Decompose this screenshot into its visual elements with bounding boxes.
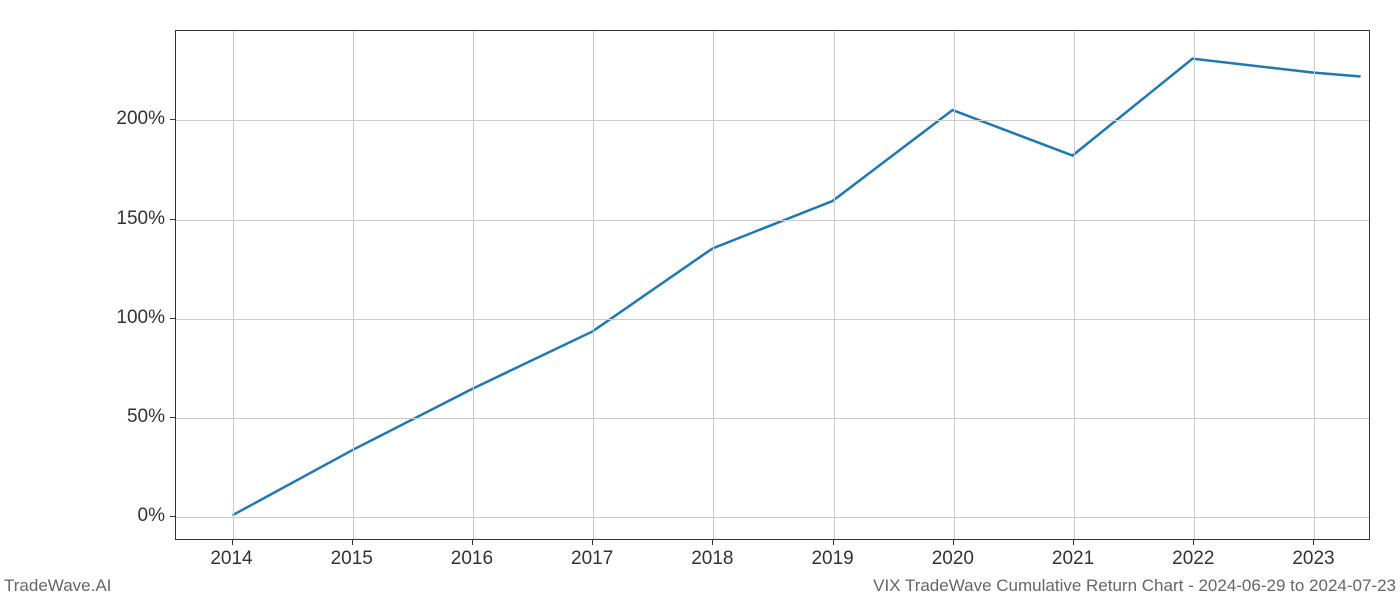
grid-line-vertical [233,31,234,539]
x-axis-tick-label: 2022 [1172,548,1214,570]
x-axis-tick-label: 2018 [691,548,733,570]
y-axis-tick-label: 0% [138,505,165,527]
x-axis-tick-mark [712,540,713,545]
x-axis-tick-mark [472,540,473,545]
x-axis-tick-label: 2020 [932,548,974,570]
x-axis-tick-mark [833,540,834,545]
x-axis-tick-mark [352,540,353,545]
y-axis-tick-label: 200% [116,108,165,130]
y-axis-tick-mark [170,119,175,120]
grid-line-horizontal [176,418,1369,419]
grid-line-vertical [834,31,835,539]
grid-line-vertical [1074,31,1075,539]
grid-line-horizontal [176,120,1369,121]
x-axis-tick-label: 2017 [571,548,613,570]
grid-line-vertical [353,31,354,539]
x-axis-tick-mark [953,540,954,545]
y-axis-tick-mark [170,219,175,220]
grid-line-vertical [1194,31,1195,539]
x-axis-tick-label: 2015 [331,548,373,570]
grid-line-vertical [1314,31,1315,539]
x-axis-tick-mark [1193,540,1194,545]
y-axis-tick-mark [170,417,175,418]
y-axis-tick-label: 100% [116,307,165,329]
x-axis-tick-label: 2021 [1052,548,1094,570]
x-axis-tick-label: 2014 [210,548,252,570]
x-axis-tick-label: 2016 [451,548,493,570]
chart-svg [176,31,1369,539]
x-axis-tick-label: 2019 [811,548,853,570]
footer-caption: VIX TradeWave Cumulative Return Chart - … [873,576,1396,596]
grid-line-horizontal [176,517,1369,518]
y-axis-tick-mark [170,318,175,319]
line-series-1 [232,59,1360,516]
chart-plot-area [175,30,1370,540]
x-axis-tick-mark [1073,540,1074,545]
grid-line-vertical [593,31,594,539]
y-axis-tick-label: 150% [116,208,165,230]
grid-line-horizontal [176,220,1369,221]
grid-line-vertical [713,31,714,539]
y-axis-tick-mark [170,516,175,517]
x-axis-tick-label: 2023 [1292,548,1334,570]
grid-line-vertical [473,31,474,539]
grid-line-vertical [954,31,955,539]
x-axis-tick-mark [232,540,233,545]
footer-brand: TradeWave.AI [4,576,111,596]
y-axis-tick-label: 50% [127,406,165,428]
x-axis-tick-mark [1313,540,1314,545]
grid-line-horizontal [176,319,1369,320]
x-axis-tick-mark [592,540,593,545]
